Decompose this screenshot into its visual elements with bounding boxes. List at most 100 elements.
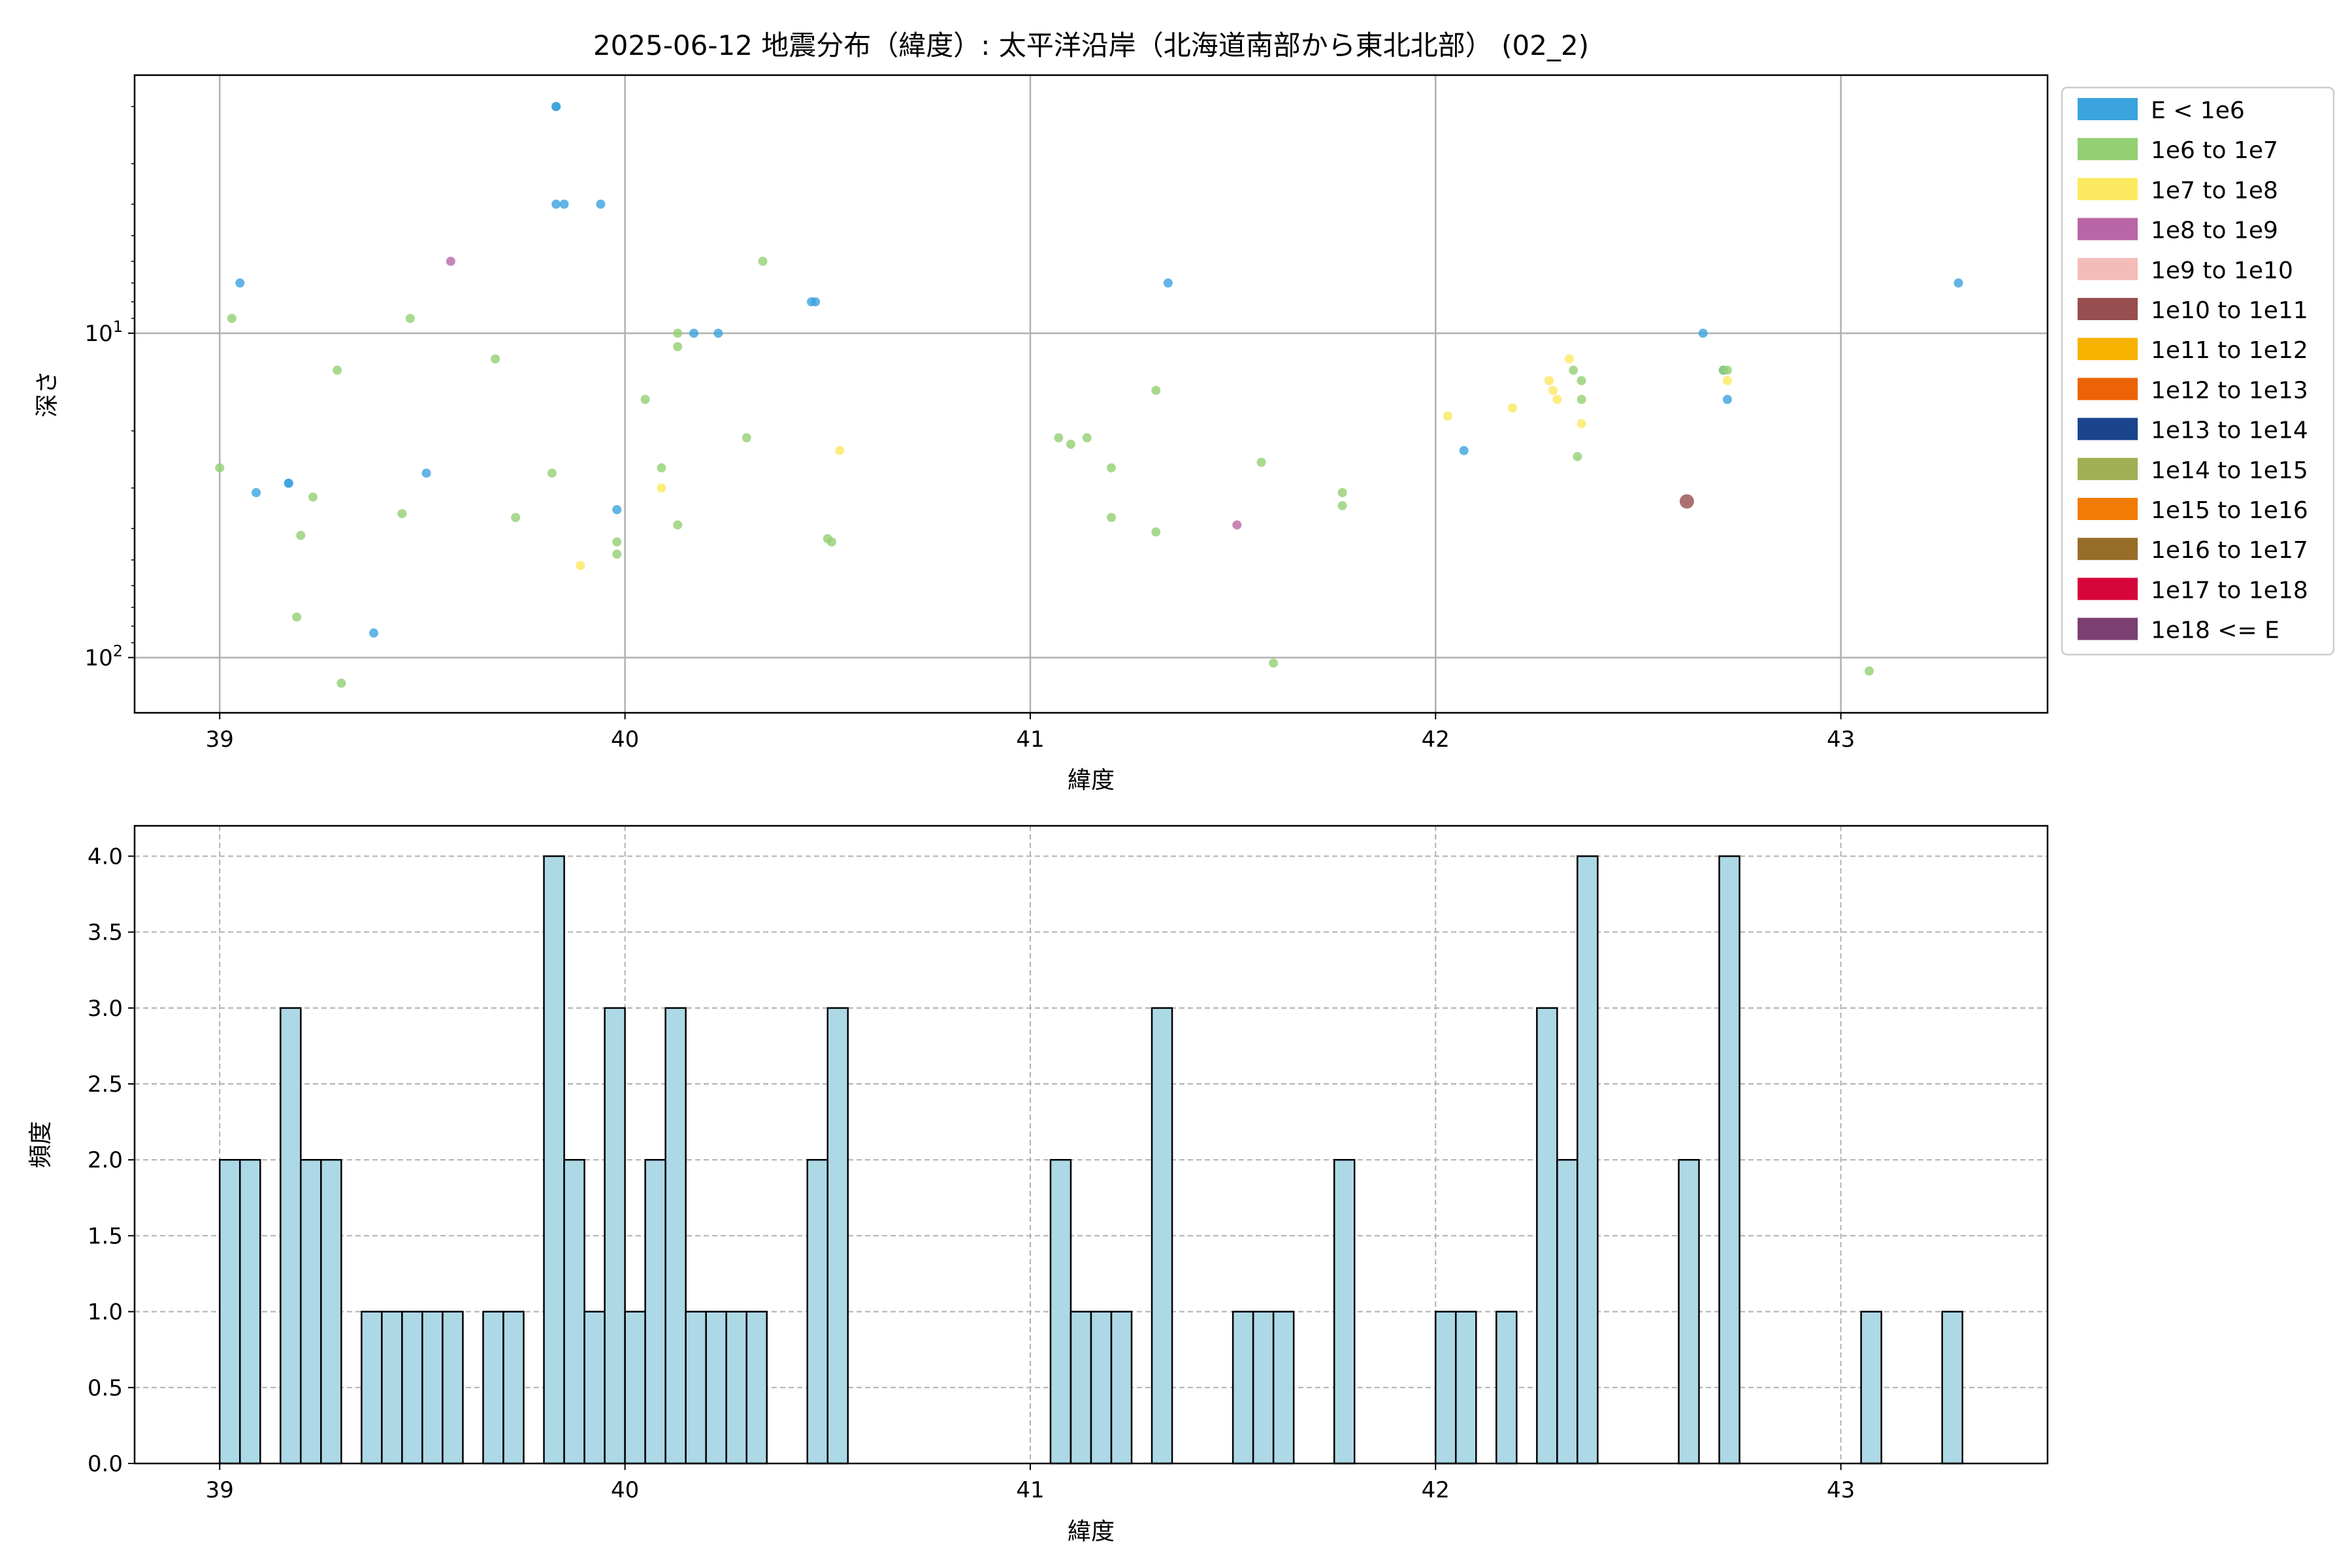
scatter-point [235, 278, 245, 288]
histogram-bar [1110, 1311, 1133, 1465]
scatter-point [333, 365, 342, 375]
legend-entry-label: E < 1e6 [2151, 97, 2245, 124]
scatter-x-tick-label: 41 [1016, 727, 1044, 753]
histogram-bar [320, 1158, 342, 1465]
histogram-bar [1941, 1311, 1963, 1465]
histogram-x-tick-label: 39 [206, 1477, 234, 1503]
histogram-bar [361, 1311, 383, 1465]
histogram-y-tick-label: 1.5 [88, 1223, 123, 1249]
histogram-bar [482, 1311, 504, 1465]
histogram-y-tick-label: 3.5 [88, 920, 123, 946]
histogram-bar [280, 1007, 302, 1465]
histogram-y-tick-label: 2.5 [88, 1071, 123, 1098]
scatter-point [292, 612, 302, 622]
histogram-ticks: 39 40 41 42 43 0.0 0.5 1.0 1.5 2.0 2.5 3.0 3.5 4.0 [88, 843, 1855, 1503]
legend-swatch [2078, 417, 2138, 440]
histogram-bar [1576, 855, 1599, 1465]
scatter-point [1107, 513, 1117, 523]
histogram-bar [583, 1311, 606, 1465]
scatter-point [1256, 457, 1266, 467]
histogram-bar [239, 1158, 261, 1465]
legend-entry-label: 1e18 <= E [2151, 617, 2279, 644]
scatter-point [1508, 403, 1518, 413]
scatter-point [1443, 411, 1452, 421]
scatter-point [491, 354, 500, 364]
scatter-gridlines [135, 75, 2048, 713]
scatter-point [1163, 278, 1173, 288]
histogram-bar [624, 1311, 646, 1465]
scatter-point [1865, 666, 1874, 676]
histogram-bar [1272, 1311, 1295, 1465]
scatter-point [1082, 433, 1092, 443]
legend-entry-label: 1e16 to 1e17 [2151, 537, 2308, 564]
scatter-x-tick-label: 42 [1422, 727, 1450, 753]
scatter-points [215, 102, 1963, 688]
histogram-bar [1070, 1311, 1092, 1465]
legend-swatch [2078, 617, 2138, 640]
scatter-point [1544, 376, 1554, 385]
histogram-y-tick-label: 2.0 [88, 1147, 123, 1173]
histogram-bar [644, 1158, 666, 1465]
histogram-x-axis-label: 緯度 [1068, 1518, 1115, 1545]
histogram-bar [543, 855, 565, 1465]
histogram-bar [604, 1007, 626, 1465]
histogram-y-tick-label: 1.0 [88, 1299, 123, 1326]
legend-entry-label: 1e8 to 1e9 [2151, 218, 2278, 244]
scatter-point [1337, 487, 1347, 497]
scatter-point [1151, 527, 1161, 537]
scatter-point [559, 199, 569, 209]
histogram-bar [1718, 855, 1740, 1465]
scatter-point [252, 487, 261, 497]
histogram-bar [401, 1311, 423, 1465]
scatter-point [336, 678, 346, 688]
scatter-point [551, 102, 561, 112]
scatter-y-tick-label: 101 [84, 318, 123, 347]
legend-swatch [2078, 498, 2138, 520]
scatter-point [421, 468, 431, 478]
histogram-y-tick-label: 0.0 [88, 1451, 123, 1477]
scatter-x-tick-label: 39 [206, 727, 234, 753]
scatter-point [547, 468, 557, 478]
scatter-point [1548, 385, 1558, 395]
scatter-point [673, 342, 683, 351]
histogram-y-axis-label: 頻度 [27, 1121, 54, 1168]
scatter-point [284, 478, 293, 488]
scatter-point [1576, 395, 1586, 404]
scatter-point [1151, 385, 1161, 395]
legend-entry-label: 1e9 to 1e10 [2151, 257, 2293, 284]
legend-swatch [2078, 538, 2138, 561]
histogram-bar [685, 1311, 707, 1465]
scatter-point [369, 628, 378, 638]
histogram-bar [1536, 1007, 1558, 1465]
histogram-bar [1495, 1311, 1518, 1465]
legend-swatch [2078, 338, 2138, 361]
scatter-point [826, 537, 836, 547]
histogram-bar [1860, 1311, 1882, 1465]
scatter-point [673, 520, 683, 530]
histogram-bar [725, 1311, 747, 1465]
scatter-point [215, 463, 225, 473]
scatter-point [612, 505, 622, 515]
histogram-plot-frame [133, 825, 2049, 1465]
scatter-point [397, 509, 407, 519]
histogram-y-tick-label: 0.5 [88, 1375, 123, 1401]
histogram-bar [421, 1311, 444, 1465]
scatter-point [405, 314, 415, 323]
scatter-y-axis-label: 深さ [34, 370, 61, 417]
scatter-point [612, 537, 622, 547]
legend-swatch [2078, 138, 2138, 161]
scatter-point [657, 463, 666, 473]
histogram-bar [1232, 1311, 1254, 1465]
scatter-point [1953, 278, 1963, 288]
histogram-bar [502, 1311, 525, 1465]
scatter-point [1066, 440, 1075, 449]
scatter-point [1576, 376, 1586, 385]
histogram-x-tick-label: 43 [1827, 1477, 1855, 1503]
scatter-x-tick-label: 40 [611, 727, 639, 753]
scatter-point [1679, 494, 1694, 509]
histogram-bar [745, 1311, 768, 1465]
chart-title: 2025-06-12 地震分布（緯度）: 太平洋沿岸（北海道南部から東北北部） … [593, 29, 1589, 61]
histogram-y-tick-label: 4.0 [88, 843, 123, 870]
legend-swatch [2078, 98, 2138, 120]
scatter-point [1459, 446, 1469, 455]
